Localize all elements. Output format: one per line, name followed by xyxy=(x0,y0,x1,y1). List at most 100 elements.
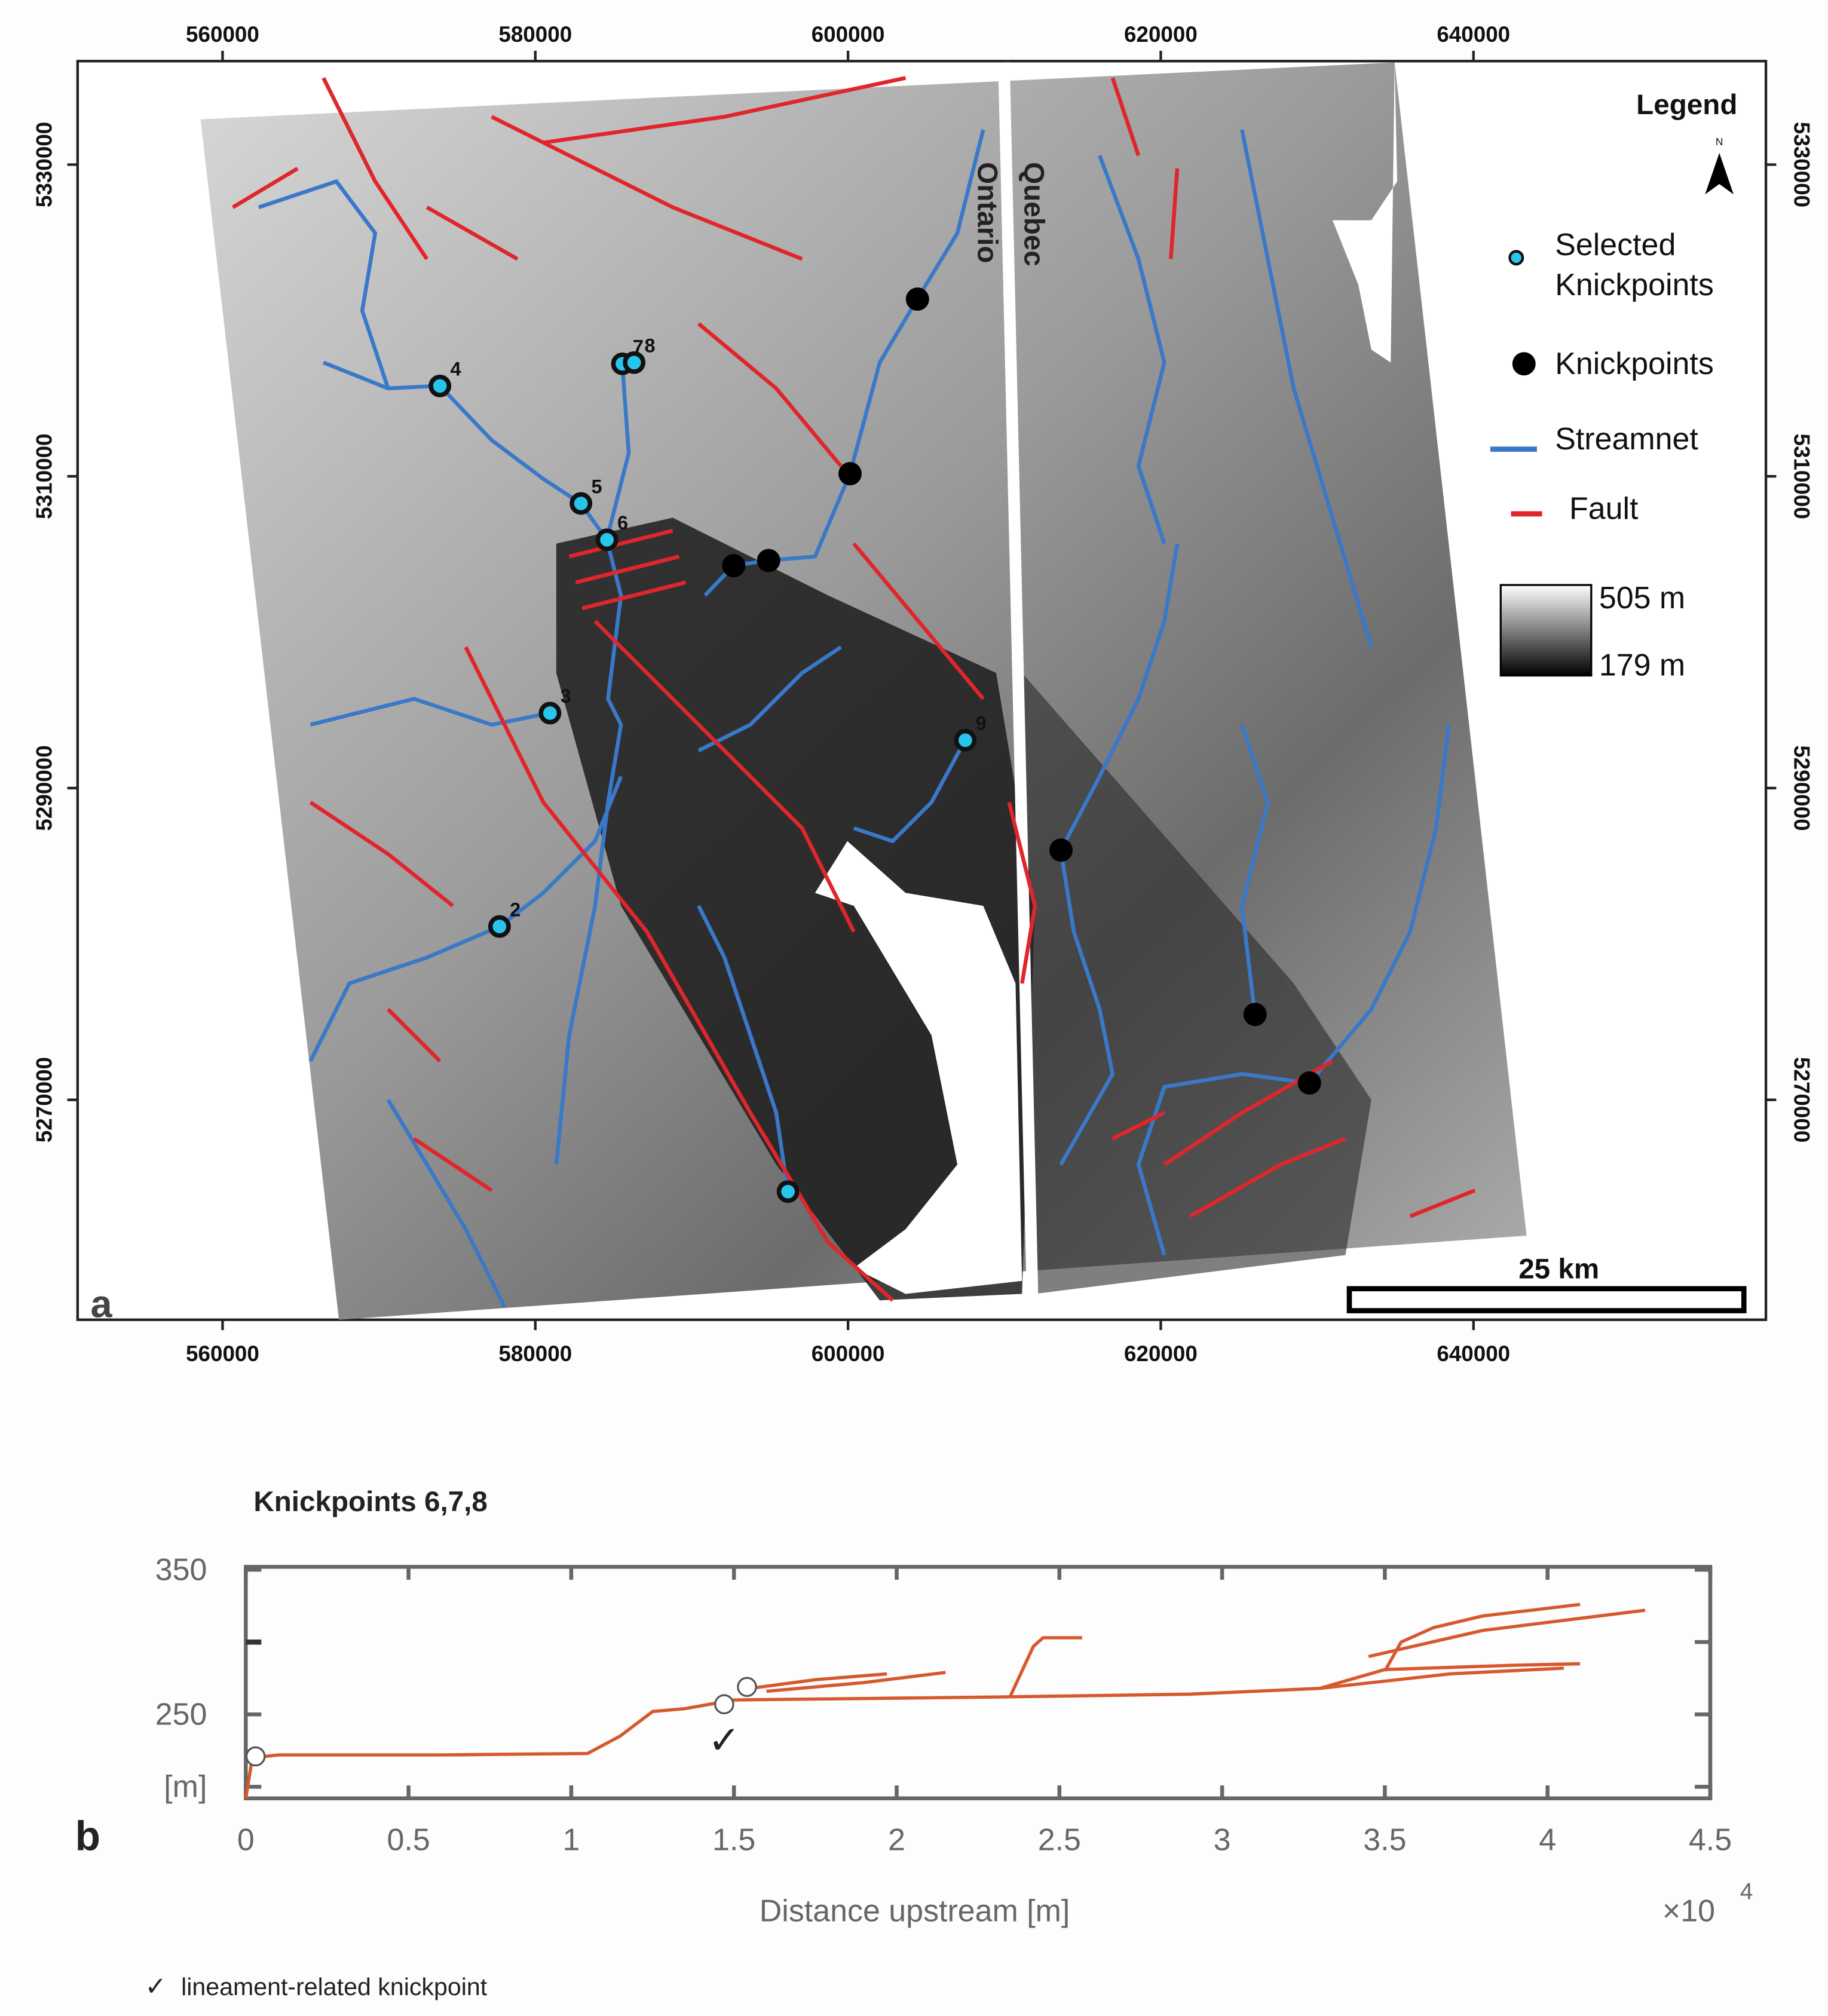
knickpoint-label: 6 xyxy=(617,512,628,534)
selected-knickpoint xyxy=(595,528,618,552)
legend-symbol xyxy=(1508,250,1524,266)
selected-knickpoint xyxy=(776,1180,800,1203)
profile-line xyxy=(244,1662,1581,1799)
x-tick-label: 620000 xyxy=(1124,1341,1198,1366)
x-tick-label: 0 xyxy=(237,1822,255,1857)
knickpoint xyxy=(1049,838,1073,862)
no-data xyxy=(1332,62,1398,363)
profile-line xyxy=(766,1671,946,1693)
profile-line xyxy=(1009,1636,1082,1696)
knickpoint-label: 9 xyxy=(976,713,987,734)
map-panel: a Ontario Quebec 25 km Legend N Selected… xyxy=(32,22,1814,1366)
knickpoint xyxy=(757,549,780,572)
legend-title: Legend xyxy=(1636,89,1737,121)
profile-line xyxy=(1368,1608,1646,1659)
y-tick-label: 5310000 xyxy=(1790,434,1814,519)
scale-bar-label: 25 km xyxy=(1518,1253,1599,1285)
knickpoint xyxy=(1243,1003,1267,1027)
annotation-symbol: ✓ xyxy=(708,1718,740,1762)
legend-label: Streamnet xyxy=(1555,422,1698,456)
panel-label: b xyxy=(75,1812,100,1859)
legend-symbol xyxy=(1512,352,1536,376)
legend-label: Fault xyxy=(1569,492,1639,526)
selected-knickpoint xyxy=(488,915,511,938)
y-tick-label: 5290000 xyxy=(32,745,57,831)
x-tick-label: 2.5 xyxy=(1038,1822,1081,1857)
x-tick-label: 600000 xyxy=(812,22,885,47)
x-tick-label: 560000 xyxy=(186,1341,259,1366)
x-tick-label: 4.5 xyxy=(1689,1822,1732,1857)
x-tick-label: 4 xyxy=(1539,1822,1556,1857)
selected-knickpoint xyxy=(428,374,452,397)
scale-bar xyxy=(1346,1286,1747,1313)
x-tick-label: 1 xyxy=(562,1822,580,1857)
profile-line xyxy=(1383,1603,1581,1672)
x-tick-label: 1.5 xyxy=(712,1822,755,1857)
streamnet xyxy=(258,129,1451,1308)
panel-label: a xyxy=(91,1282,113,1325)
colorbar-label: 179 m xyxy=(1599,648,1685,683)
y-tick-label: 250 xyxy=(155,1698,207,1732)
knickpoint xyxy=(838,462,862,486)
profile-chart: 0 0.5 1 1.5 2 2.5 3 3.5 4 4.5 [m] 250 350 ✓ xyxy=(155,1552,1732,1857)
y-tick-label: 5270000 xyxy=(1790,1057,1814,1142)
x-tick-label: 640000 xyxy=(1437,1341,1510,1366)
y-tick-label: 5330000 xyxy=(32,122,57,207)
lake xyxy=(815,841,1022,1294)
x-tick-label: 640000 xyxy=(1437,22,1510,47)
region-label: Quebec xyxy=(1018,162,1050,266)
note-symbol: ✓ xyxy=(145,1972,166,2001)
y-tick-label: 5290000 xyxy=(1790,745,1814,831)
x-tick-label: 3 xyxy=(1214,1822,1231,1857)
knickpoint xyxy=(905,287,929,311)
selected-knickpoint xyxy=(954,728,977,752)
elevation-colorbar xyxy=(1499,584,1593,677)
profile-knickpoint xyxy=(714,1694,734,1715)
profile-line xyxy=(1319,1666,1564,1690)
y-tick-label: 5330000 xyxy=(1790,122,1814,207)
selected-knickpoint xyxy=(623,351,646,374)
knickpoint-label: 8 xyxy=(644,335,655,356)
valley xyxy=(1022,673,1371,1294)
knickpoint-label: 3 xyxy=(561,685,571,707)
profile-knickpoint xyxy=(737,1677,757,1698)
knickpoint-label: 5 xyxy=(592,476,602,497)
legend-label: Selected xyxy=(1555,228,1676,262)
plot-frame xyxy=(244,1564,1713,1800)
x-tick-label: 620000 xyxy=(1124,22,1198,47)
x-multiplier-exponent: 4 xyxy=(1740,1879,1753,1905)
x-tick-label: 560000 xyxy=(186,22,259,47)
chart-title: Knickpoints 6,7,8 xyxy=(253,1486,488,1518)
colorbar-label: 505 m xyxy=(1599,581,1685,615)
x-tick-label: 2 xyxy=(888,1822,905,1857)
faults xyxy=(232,76,1476,1302)
valley xyxy=(556,517,1035,1301)
x-axis-label: Distance upstream [m] xyxy=(760,1894,1070,1928)
x-tick-label: 600000 xyxy=(812,1341,885,1366)
region-label: Ontario xyxy=(972,162,1003,263)
x-tick-label: 580000 xyxy=(498,22,572,47)
profile-knickpoint xyxy=(245,1746,266,1767)
x-tick-label: 3.5 xyxy=(1363,1822,1406,1857)
legend-label: Knickpoints xyxy=(1555,347,1714,381)
selected-knickpoint xyxy=(569,492,593,515)
x-tick-label: 580000 xyxy=(498,1341,572,1366)
y-tick-label: 5270000 xyxy=(32,1057,57,1142)
x-multiplier: ×10 xyxy=(1662,1894,1715,1928)
north-label: N xyxy=(1716,136,1723,148)
y-tick-label: [m] xyxy=(164,1770,207,1804)
north-arrow xyxy=(1705,153,1734,195)
profile-line xyxy=(750,1672,887,1690)
legend: Selected Knickpoints Knickpoints Streamnet F… xyxy=(1490,228,1714,683)
knickpoint-label: 2 xyxy=(510,899,520,920)
knickpoint xyxy=(1297,1071,1321,1095)
note: lineament-related knickpoint xyxy=(181,1973,488,2000)
selected-knickpoint xyxy=(538,701,562,725)
legend-label: Knickpoints xyxy=(1555,268,1714,302)
knickpoint-label: 4 xyxy=(450,359,461,380)
x-tick-label: 0.5 xyxy=(387,1822,430,1857)
knickpoint xyxy=(722,554,746,578)
province-border xyxy=(998,62,1039,1294)
y-tick-label: 5310000 xyxy=(32,434,57,519)
